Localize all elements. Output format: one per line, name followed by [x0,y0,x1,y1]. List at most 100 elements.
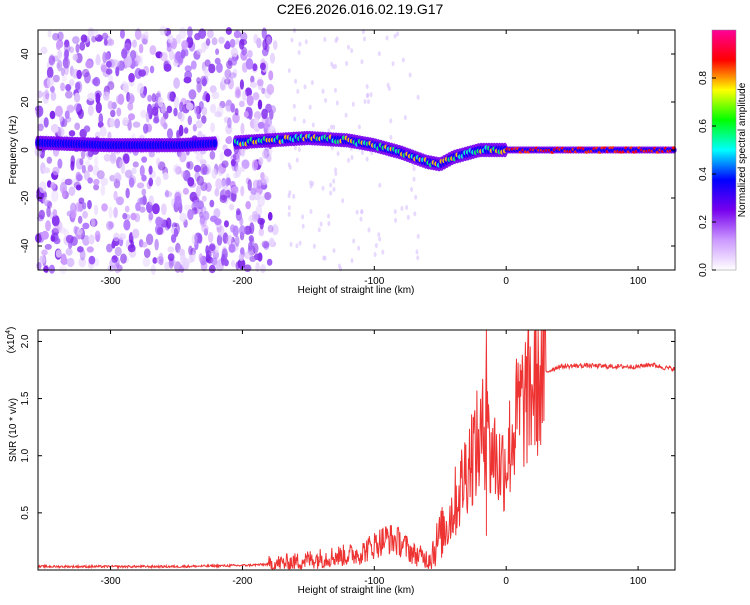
spectrogram-noise-cell [231,56,238,66]
spectrogram-noise-cell [40,46,48,55]
spectrogram-noise-cell [57,158,63,169]
spectrogram-noise-cell [73,103,82,112]
spectrogram-noise-cell [68,186,76,197]
snr-panel: -300 -200 -100 0 100 0.5 1.0 1.5 2.0 Height of … [5,327,676,596]
spectrogram-noise-cell [235,208,241,216]
spectrogram-noise-cell [115,257,120,269]
spectrogram-noise-cell [57,31,64,41]
spectrogram-noise-cell [209,199,215,208]
spectrogram-noise-cell [105,68,113,75]
spectrogram-noise-cell [132,161,139,168]
colorbar-ticks: 0.0 0.2 0.4 0.6 0.8 [698,71,716,277]
spectrogram-noise-cell [292,28,296,34]
spectrogram-noise-cell [309,208,313,214]
spectrogram-noise-cell [86,246,94,253]
spectrogram-y-tick-label: 0 [20,147,31,153]
spectrogram-noise-cell [333,87,337,93]
spectrogram-noise-cell [295,157,299,163]
spectrogram-noise-cell [173,107,178,117]
spectrogram-noise-cell [92,76,101,87]
spectrogram-noise-cell [68,130,76,137]
spectrogram-noise-cell [103,38,108,46]
spectrogram-noise-cell [131,167,137,175]
spectrogram-noise-cell [132,228,140,239]
spectrogram-noise-cell [227,77,234,90]
spectrogram-noise-cell [215,48,220,55]
spectrogram-noise-cell [75,43,80,54]
spectrogram-noise-cell [219,100,226,109]
spectrogram-noise-cell [198,101,204,110]
spectrogram-noise-cell [288,190,292,196]
spectrogram-noise-cell [267,224,274,233]
spectrogram-noise-cell [96,170,105,180]
spectrogram-noise-cell [62,56,70,69]
spectrogram-noise-cell [256,37,262,49]
spectrogram-noise-cell [211,168,217,179]
spectrogram-noise-cell [174,195,182,208]
spectrogram-noise-cell [112,174,117,183]
spectrogram-noise-cell [95,55,101,66]
spectrogram-noise-cell [43,265,49,273]
spectrogram-noise-cell [109,174,116,182]
spectrogram-noise-cell [54,105,63,117]
spectrogram-noise-cell [393,33,397,39]
spectrogram-noise-cell [119,29,125,39]
spectrogram-noise-cell [41,230,49,240]
spectrogram-noise-cell [179,26,187,39]
spectrogram-noise-cell [149,45,157,56]
spectrogram-noise-cell [301,214,305,220]
spectrogram-noise-cell [42,167,51,174]
spectrogram-noise-cell [332,124,336,130]
snr-x-tick-label: -300 [101,576,121,587]
spectrogram-noise-cell [179,112,185,122]
spectrogram-noise-cell [234,235,240,247]
spectrogram-noise-cell [160,203,167,216]
spectrogram-noise-cell [163,63,172,72]
spectrogram-noise-cell [201,77,207,87]
spectrogram-noise-cell [139,165,145,177]
colorbar-tick-label: 0.4 [698,167,709,181]
spectrogram-noise-cell [393,209,397,215]
spectrogram-noise-cell [262,149,268,159]
spectrogram-noise-cell [93,178,100,186]
spectrogram-noise-cell [141,156,148,163]
spectrogram-y-tick-label: -20 [20,190,31,205]
spectrogram-noise-cell [201,115,207,124]
spectrogram-noise-cell [122,83,130,93]
spectrogram-noise-cell [355,209,359,215]
spectrogram-noise-cell [78,197,85,204]
spectrogram-noise-cell [168,49,175,61]
spectrogram-noise-cell [123,42,131,51]
spectrogram-noise-cell [74,122,81,131]
spectrogram-noise-cell [206,249,212,261]
spectrogram-noise-cell [214,187,220,197]
spectrogram-noise-cell [366,99,370,105]
spectrogram-noise-cell [175,166,182,175]
colorbar-tick-label: 0.6 [698,119,709,133]
spectrogram-noise-cell [190,60,197,70]
spectrogram-noise-cell [363,98,367,104]
spectrogram-noise-cell [116,173,122,182]
spectrogram-noise-cell [191,233,198,245]
spectrogram-noise-cell [187,177,195,187]
spectrogram-x-tick-label: -100 [364,276,384,287]
spectrogram-noise-cell [401,57,405,63]
spectrogram-noise-cell [208,63,216,74]
spectrogram-noise-cell [64,39,70,48]
spectrogram-noise-cell [377,51,381,57]
spectrogram-noise-cell [396,31,400,37]
spectrogram-noise-cell [228,243,236,253]
spectrogram-noise-cell [76,228,83,236]
spectrogram-noise-cell [60,67,65,77]
spectrogram-noise-cell [329,182,333,188]
spectrogram-noise-cell [367,227,371,233]
spectrogram-noise-cell [49,110,56,120]
spectrogram-noise-cell [193,164,201,173]
spectrogram-noise-cell [337,263,341,269]
spectrogram-noise-cell [209,103,217,114]
spectrogram-noise-cell [211,37,218,46]
spectrogram-noise-cell [350,154,354,160]
spectrogram-noise-cell [246,95,254,106]
spectrogram-noise-cell [244,87,253,97]
spectrogram-noise-cell [140,241,148,248]
